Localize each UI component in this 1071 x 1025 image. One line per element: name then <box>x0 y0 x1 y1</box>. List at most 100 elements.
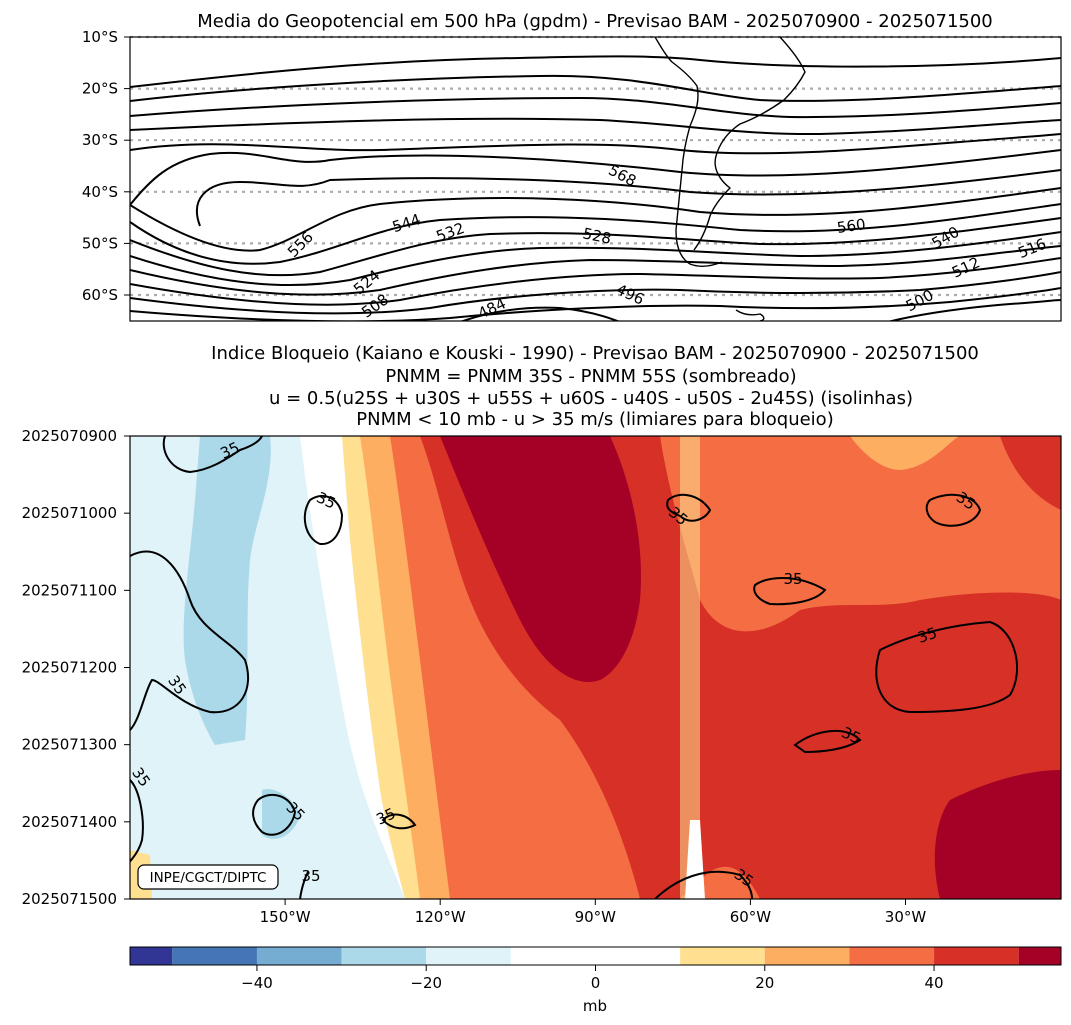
blocking-title-line: PNMM < 10 mb - u > 35 m/s (limiares para… <box>356 409 833 430</box>
colorbar-segment <box>510 947 681 965</box>
contour-line <box>130 231 1061 286</box>
coastlines <box>654 37 806 321</box>
colorbar-segment <box>934 947 1019 965</box>
y-tick-label: 2025071400 <box>22 813 117 831</box>
colorbar-segment <box>130 947 173 965</box>
contour-line <box>459 306 621 321</box>
colorbar-tick-label: 20 <box>755 974 774 992</box>
u-contours <box>130 436 1019 899</box>
colorbar-segment <box>341 947 427 965</box>
x-tick-label: 120°W <box>415 908 466 926</box>
colorbar-segment <box>680 947 765 965</box>
map-frame <box>129 36 1062 322</box>
contour-line <box>130 287 1061 321</box>
y-tick-label: 2025070900 <box>22 427 117 445</box>
shade-blue <box>183 436 271 745</box>
contour-line <box>130 74 1061 102</box>
credit-box-frame <box>137 864 279 890</box>
blocking-title: Indice Bloqueio (Kaiano e Kouski - 1990)… <box>211 343 979 430</box>
u-isoline <box>875 620 1019 714</box>
u-isoline <box>252 793 297 836</box>
shade-dark-red <box>440 436 641 682</box>
shade-streak <box>685 820 705 899</box>
shade-streak <box>680 436 700 899</box>
contour-label: 35 <box>301 867 320 885</box>
y-tick-label: 2025071000 <box>22 504 117 522</box>
y-tick-label: 2025071200 <box>22 659 117 677</box>
u-isoline <box>925 493 982 527</box>
blocking-x-axis: 150°W 120°W 90°W 60°W 30°W <box>260 899 927 926</box>
geopotential-map: 568 560 556 544 540 532 528 524 516 512 … <box>82 28 1062 322</box>
contour-line <box>130 217 1061 277</box>
blocking-title-line: PNMM = PNMM 35S - PNMM 55S (sombreado) <box>385 366 796 387</box>
colorbar-segment <box>849 947 935 965</box>
colorbar-segment <box>426 947 511 965</box>
contour-line <box>130 203 1061 265</box>
u-isoline <box>130 779 144 863</box>
colorbar-tick-label: −20 <box>410 974 442 992</box>
y-tick-label: 50°S <box>82 234 118 252</box>
y-tick-label: 40°S <box>82 183 118 201</box>
contour-line <box>130 149 1061 206</box>
geopotential-contours <box>130 55 1061 321</box>
shade-red <box>1000 436 1061 510</box>
colorbar-segment <box>764 947 850 965</box>
u-isoline <box>381 813 417 830</box>
colorbar-label: mb <box>583 997 607 1015</box>
y-tick-label: 30°S <box>82 131 118 149</box>
u-isoline <box>162 436 263 474</box>
contour-line <box>130 271 1061 315</box>
colorbar: −40 −20 0 20 40 mb <box>129 946 1062 1015</box>
contour-line <box>130 187 1061 252</box>
contour-label: 528 <box>581 224 613 248</box>
y-tick-label: 2025071500 <box>22 890 117 908</box>
contour-line <box>130 133 1061 155</box>
contour-label: 560 <box>836 215 867 237</box>
contour-line <box>130 117 1061 136</box>
map-background <box>130 37 1061 321</box>
colorbar-segment <box>256 947 342 965</box>
y-tick-label: 20°S <box>82 80 118 98</box>
contour-line <box>130 55 1061 88</box>
colorbar-segment <box>1018 947 1061 965</box>
colorbar-segments <box>130 947 1061 965</box>
contour-label: 35 <box>916 624 940 647</box>
x-tick-label: 90°W <box>575 908 617 926</box>
blocking-index-chart: 35 35 35 35 35 35 35 35 35 35 35 35 35 I… <box>22 427 1062 926</box>
contour-line <box>130 257 1061 306</box>
colorbar-ticks: −40 −20 0 20 40 <box>241 965 944 992</box>
colorbar-tick-label: −40 <box>241 974 273 992</box>
south-america-east-coast <box>693 37 806 251</box>
colorbar-tick-label: 40 <box>924 974 943 992</box>
island-coast <box>735 309 765 321</box>
credit-text: INPE/CGCT/DIPTC <box>150 870 267 886</box>
contour-label: 35 <box>783 570 802 588</box>
blocking-y-axis: 2025070900 2025071000 2025071100 2025071200… <box>22 427 130 908</box>
map-title: Media do Geopotencial em 500 hPa (gpdm) … <box>197 11 993 32</box>
u-isoline <box>666 493 712 522</box>
contour-label: 35 <box>128 764 154 790</box>
contour-line <box>195 169 1061 227</box>
blocking-title-line: Indice Bloqueio (Kaiano e Kouski - 1990)… <box>211 343 979 364</box>
u-isoline <box>303 495 344 546</box>
u-isoline <box>753 577 827 606</box>
colorbar-segment <box>172 947 257 965</box>
y-tick-label: 10°S <box>82 28 118 46</box>
south-america-west-coast <box>654 37 723 267</box>
y-tick-label: 60°S <box>82 286 118 304</box>
y-tick-label: 2025071300 <box>22 736 117 754</box>
colorbar-tick-label: 0 <box>591 974 601 992</box>
y-tick-label: 2025071100 <box>22 581 117 599</box>
map-y-axis: 10°S 20°S 30°S 40°S 50°S 60°S <box>82 28 130 304</box>
shade-blue <box>262 789 300 839</box>
contour-line <box>130 96 1061 119</box>
x-tick-label: 60°W <box>730 908 772 926</box>
contour-line <box>130 245 1061 296</box>
x-tick-label: 150°W <box>260 908 311 926</box>
x-tick-label: 30°W <box>885 908 927 926</box>
shade-dark-red <box>934 770 1061 899</box>
u-isoline <box>299 871 309 899</box>
u-isoline <box>793 729 862 754</box>
credit-box: INPE/CGCT/DIPTC <box>137 864 279 890</box>
